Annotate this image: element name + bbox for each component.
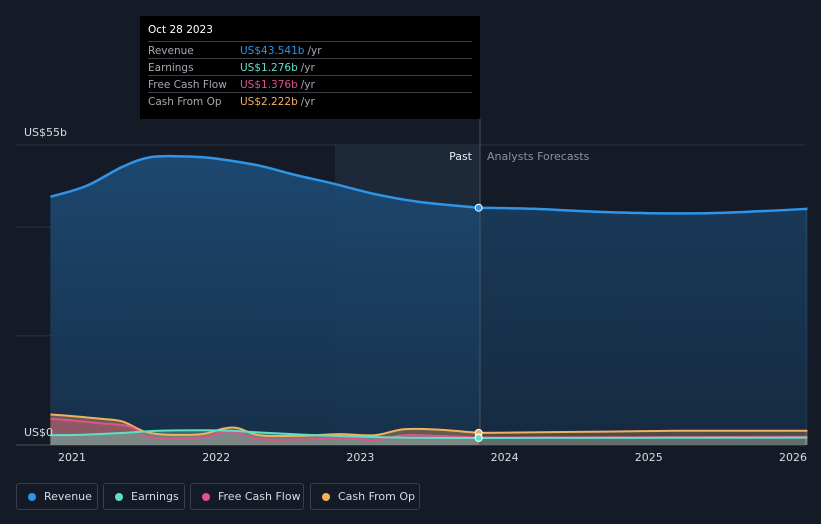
earnings-current-point	[474, 434, 483, 443]
past-label: Past	[449, 150, 473, 163]
legend-label: Cash From Op	[338, 490, 416, 503]
revenue-line	[50, 154, 479, 209]
tooltip-row-earnings: Earnings US$1.276b/yr	[148, 58, 472, 76]
current-points	[474, 203, 483, 443]
tooltip-date: Oct 28 2023	[148, 24, 213, 36]
x-tick-label: 2023	[346, 451, 374, 464]
legend-label: Free Cash Flow	[218, 490, 301, 503]
tooltip-value: US$43.541b	[240, 45, 305, 57]
earnings-line	[50, 429, 479, 439]
legend-label: Revenue	[44, 490, 92, 503]
tooltip-row-free-cash-flow: Free Cash Flow US$1.376b/yr	[148, 75, 472, 93]
x-tick-label: 2024	[491, 451, 519, 464]
series-lines	[50, 154, 808, 442]
revenue-area	[50, 155, 808, 445]
cash-from-op-line	[50, 413, 479, 438]
y-axis-min-label: US$0	[24, 426, 53, 439]
tooltip-unit: /yr	[300, 62, 315, 74]
legend-dot-icon	[322, 493, 330, 501]
tooltip-row-revenue: Revenue US$43.541b/yr	[148, 41, 472, 59]
revenue-forecast-line	[478, 206, 808, 215]
x-tick-label: 2022	[202, 451, 230, 464]
legend-dot-icon	[28, 493, 36, 501]
tooltip-unit: /yr	[307, 45, 322, 57]
revenue-current-point	[474, 203, 483, 212]
cash-from-op-forecast-line	[478, 429, 808, 434]
forecast-label: Analysts Forecasts	[487, 150, 590, 163]
tooltip-label: Earnings	[148, 62, 194, 74]
forecast-shade	[480, 145, 805, 445]
legend-item-cash-from-op[interactable]: Cash From Op	[310, 483, 420, 510]
legend-item-revenue[interactable]: Revenue	[16, 483, 98, 510]
free-cash-flow-line	[50, 417, 479, 442]
tooltip-label: Revenue	[148, 45, 194, 57]
tooltip: Oct 28 2023 Revenue US$43.541b/yr Earnin…	[140, 16, 480, 119]
tooltip-value: US$1.376b	[240, 79, 298, 91]
legend-item-free-cash-flow[interactable]: Free Cash Flow	[190, 483, 304, 510]
x-tick-label: 2026	[779, 451, 807, 464]
y-axis-max-label: US$55b	[24, 126, 67, 139]
tooltip-label: Cash From Op	[148, 96, 222, 108]
legend-label: Earnings	[131, 490, 179, 503]
x-tick-label: 2021	[58, 451, 86, 464]
tooltip-value: US$2.222b	[240, 96, 298, 108]
legend-item-earnings[interactable]: Earnings	[103, 483, 185, 510]
x-tick-label: 2025	[635, 451, 663, 464]
legend-dot-icon	[202, 493, 210, 501]
tooltip-unit: /yr	[300, 96, 315, 108]
tooltip-label: Free Cash Flow	[148, 79, 227, 91]
tooltip-row-cash-from-op: Cash From Op US$2.222b/yr	[148, 92, 472, 110]
x-axis-ticks: 2021 2022 2023 2024 2025 2026	[58, 451, 807, 464]
tooltip-value: US$1.276b	[240, 62, 298, 74]
tooltip-unit: /yr	[300, 79, 315, 91]
legend-dot-icon	[115, 493, 123, 501]
